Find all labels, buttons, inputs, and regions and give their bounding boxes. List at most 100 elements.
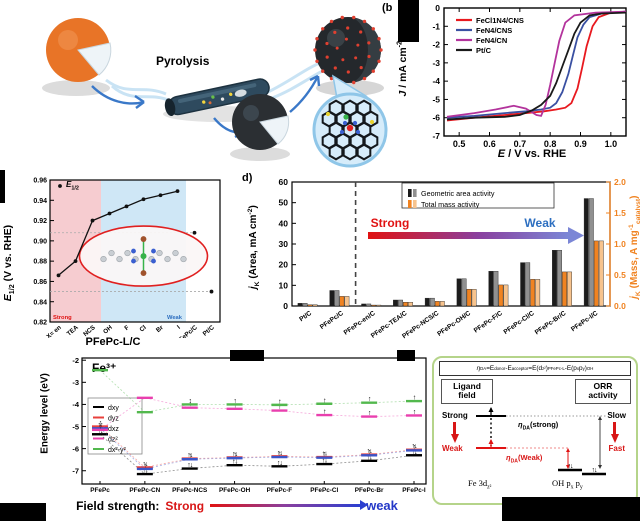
panel-c-half-wave-chart: ) 0.960.940.920.900.880.860.840.82Strong…: [0, 170, 240, 355]
svg-text:↑: ↑: [233, 398, 236, 405]
energy-level-plot: -2 -3 -4 -5 -6 -7 PFePc PFePc-CN PFePc-NCS PFePc-…: [72, 356, 427, 494]
panel-a-illustration: Pyrolysis: [28, 2, 390, 170]
d-right-y-axis-label: jK (Mass, A mg-1catalyst): [627, 195, 640, 299]
svg-text:-4: -4: [72, 400, 79, 409]
fe-atom: [346, 124, 354, 132]
electron-up-head: [488, 407, 494, 412]
svg-text:PFePc-Br/C: PFePc-Br/C: [534, 310, 568, 337]
carbon-sphere: [232, 94, 290, 150]
svg-text:FeN4/CN: FeN4/CN: [476, 36, 507, 45]
svg-text:↑: ↑: [278, 451, 281, 458]
svg-text:↑↓: ↑↓: [412, 443, 418, 450]
svg-text:PFePc-F: PFePc-F: [267, 487, 293, 494]
svg-text:Pt/C: Pt/C: [298, 310, 313, 323]
svg-text:↑: ↑: [233, 402, 236, 409]
svg-text:1.5: 1.5: [614, 208, 626, 218]
svg-text:2.0: 2.0: [614, 177, 626, 187]
svg-text:PFePc-Cl/C: PFePc-Cl/C: [503, 310, 536, 336]
svg-text:↑↓: ↑↓: [187, 452, 193, 459]
svg-text:↑↓: ↑↓: [277, 460, 283, 467]
svg-text:0.94: 0.94: [33, 198, 47, 205]
svg-text:Weak: Weak: [524, 216, 555, 230]
svg-text:↑↑: ↑↑: [98, 422, 104, 429]
pyrolysis-tube: [164, 78, 270, 117]
svg-text:0.0: 0.0: [614, 301, 626, 311]
n-atom: [339, 129, 345, 135]
pyrolysis-label: Pyrolysis: [156, 54, 210, 68]
electron-pair: ↑↓: [592, 467, 598, 474]
strong-label: Strong: [442, 411, 468, 420]
svg-text:↑: ↑: [99, 420, 102, 427]
svg-text:↑: ↑: [188, 398, 191, 405]
svg-text:↑↓: ↑↓: [322, 458, 328, 465]
svg-text:1.0: 1.0: [605, 139, 618, 149]
svg-text:↑: ↑: [413, 444, 416, 451]
arrowhead: [598, 416, 602, 420]
svg-text:dz²: dz²: [108, 436, 118, 443]
strong-to-weak-arrowhead: [451, 434, 459, 443]
svg-text:PFePc-F/C: PFePc-F/C: [473, 310, 504, 335]
panel-b-label: (b: [382, 2, 393, 14]
half-wave-plot: 0.96 0.94 0.92 0.90 0.88 0.86 0.84 0.82 Strong We…: [33, 178, 221, 346]
panel-f-schematic: η DA =E donor -E acceptor =E(d z²) PFePc-L -E(p x …: [432, 356, 638, 505]
level-diagram: ↑↓ ↑↓: [476, 407, 606, 476]
svg-text:↑: ↑: [368, 449, 371, 456]
svg-text:↑↓: ↑↓: [277, 450, 283, 457]
strong-to-weak-arrow: [453, 422, 456, 434]
svg-text:↑: ↑: [233, 452, 236, 459]
svg-text:↑: ↑: [413, 409, 416, 416]
c-y-axis-label: E1/2 (V vs. RHE): [1, 224, 17, 302]
svg-text:↑↓: ↑↓: [367, 448, 373, 455]
svg-text:PFePc-OH: PFePc-OH: [219, 487, 251, 494]
slow-to-fast-arrowhead: [611, 434, 619, 443]
svg-text:F: F: [123, 324, 131, 332]
svg-text:-2: -2: [432, 40, 440, 50]
svg-text:I: I: [176, 324, 182, 331]
svg-text:PFePc-CN: PFePc-CN: [129, 487, 160, 494]
s-atom: [325, 111, 331, 117]
svg-text:0: 0: [283, 301, 288, 311]
ligand-field-box: Ligand field: [441, 379, 493, 404]
svg-text:↑↓: ↑↓: [232, 451, 238, 458]
svg-text:-7: -7: [432, 131, 440, 141]
svg-text:↑: ↑: [413, 395, 416, 402]
svg-text:↑: ↑: [144, 462, 147, 469]
process-arrow: [91, 85, 145, 109]
n-atom: [352, 120, 358, 126]
svg-text:-5: -5: [72, 422, 79, 431]
svg-text:PFePc-I: PFePc-I: [402, 487, 426, 494]
svg-text:0.82: 0.82: [33, 320, 47, 327]
doped-sphere: [315, 17, 381, 83]
fe-3dz2-label: Fe 3dz²: [468, 478, 492, 491]
svg-text:1.0: 1.0: [614, 239, 626, 249]
svg-text:-5: -5: [432, 94, 440, 104]
svg-text:↑↓: ↑↓: [142, 461, 148, 468]
shadow: [230, 147, 290, 161]
svg-text:↑: ↑: [368, 396, 371, 403]
illustration-canvas: [42, 15, 388, 168]
svg-text:PFePc-Br: PFePc-Br: [355, 487, 384, 494]
oh-pxpy-label: OH px py: [552, 478, 583, 491]
svg-text:Pt/C: Pt/C: [476, 46, 492, 55]
panel-d-label: d): [242, 172, 253, 184]
eta-formula: η DA =E donor -E acceptor =E(d z²) PFePc-L -E(p x …: [439, 361, 631, 376]
svg-text:Strong: Strong: [53, 315, 72, 321]
shadow: [42, 80, 110, 96]
scan-artifact: [0, 503, 46, 521]
scan-artifact: [230, 350, 264, 361]
svg-text:-6: -6: [432, 113, 440, 123]
svg-text:Weak: Weak: [167, 315, 183, 321]
precursor-sphere: [46, 18, 112, 82]
svg-text:0: 0: [435, 3, 440, 13]
svg-text:0.5: 0.5: [453, 139, 466, 149]
electron-up-red-head: [488, 439, 494, 444]
svg-text:Fe³⁺: Fe³⁺: [92, 361, 116, 375]
svg-text:↑↓: ↑↓: [412, 449, 418, 456]
svg-text:30: 30: [279, 239, 289, 249]
activity-bar-plot: 0 10 20 30 40 50 60 0.0 0.5 1.0 1.5 2.0 Pt/C PFePc/C P…: [279, 177, 627, 340]
slow-label: Slow: [607, 411, 626, 420]
svg-text:-4: -4: [432, 76, 440, 86]
svg-text:0.9: 0.9: [574, 139, 587, 149]
field-strength-prefix: Field strength:: [76, 498, 160, 513]
panel-e-energy-levels: -2 -3 -4 -5 -6 -7 PFePc PFePc-CN PFePc-NCS PFePc-…: [40, 352, 432, 520]
